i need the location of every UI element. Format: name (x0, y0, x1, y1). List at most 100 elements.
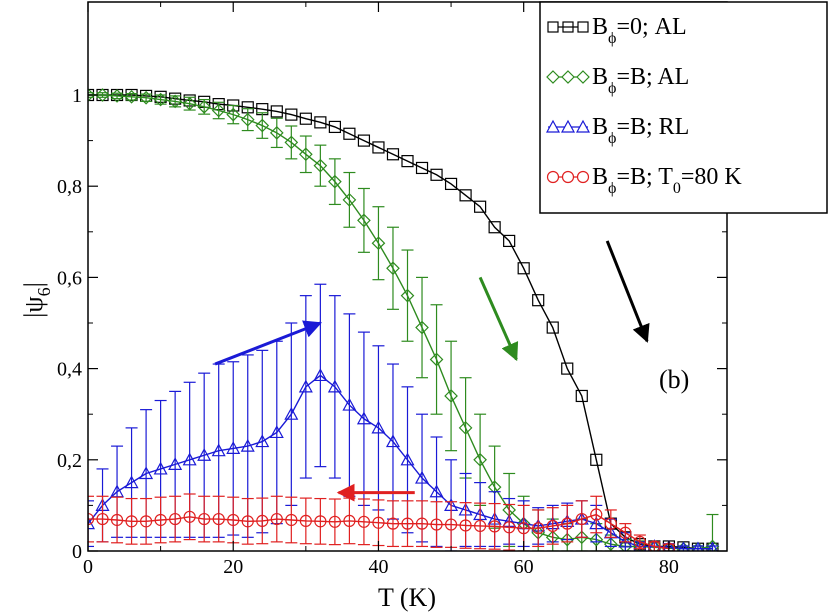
data-point-circle (227, 513, 240, 527)
data-point-circle (633, 535, 646, 548)
data-point-diamond (139, 90, 153, 105)
data-point-circle (212, 512, 225, 526)
data-point-circle (343, 514, 356, 528)
legend: Bϕ=0; AL Bϕ=B; AL Bϕ=B; RL Bϕ=B; T0=80 K (539, 1, 828, 214)
data-point-circle (444, 518, 458, 531)
data-point-square (532, 294, 545, 307)
series-line (88, 374, 713, 550)
legend-entry-2: Bϕ=B; RL (545, 114, 689, 147)
data-point-diamond (415, 320, 429, 335)
x-tick-label: 60 (514, 556, 534, 578)
data-point-triangle (153, 461, 168, 475)
legend-label-2: Bϕ=B; RL (592, 114, 689, 147)
data-point-diamond (473, 452, 487, 467)
data-point-circle (299, 514, 312, 528)
data-point-diamond (676, 541, 691, 551)
blue-arrow (214, 320, 323, 366)
series-3 (88, 493, 676, 551)
data-point-circle (503, 521, 516, 534)
data-point-square (314, 116, 327, 129)
data-point-square (590, 453, 603, 466)
data-point-circle (459, 519, 472, 532)
data-point-triangle (371, 420, 386, 434)
data-point-triangle (662, 540, 675, 551)
data-point-diamond (662, 541, 676, 551)
data-point-triangle (313, 368, 328, 382)
data-point-circle (328, 515, 341, 528)
data-point-triangle (327, 379, 342, 393)
data-point-diamond (444, 389, 458, 403)
data-point-diamond (705, 539, 720, 551)
data-point-triangle (385, 434, 400, 448)
legend-marker-diamond (561, 70, 575, 84)
data-point-diamond (328, 174, 342, 189)
data-point-triangle (182, 452, 197, 466)
data-point-triangle (356, 411, 371, 425)
data-point-diamond (124, 89, 139, 104)
data-point-diamond (357, 213, 371, 228)
data-point-diamond (153, 92, 168, 107)
series-line (88, 94, 713, 550)
y-tick-label: 0,6 (57, 267, 82, 289)
data-point-diamond (197, 100, 212, 114)
data-point-diamond (298, 147, 313, 162)
data-point-diamond (168, 94, 182, 109)
data-point-circle (241, 515, 254, 528)
plot-data (88, 88, 720, 551)
data-point-circle (270, 512, 283, 526)
y-axis-title: |ψ6| (19, 282, 54, 318)
data-point-triangle (269, 425, 284, 439)
data-point-circle (198, 512, 211, 526)
data-point-square (561, 362, 574, 375)
x-tick-label: 80 (659, 556, 679, 578)
data-point-square (343, 127, 356, 140)
axis-ticks: 0 20 40 60 80 0 0,2 0,4 0,6 0,8 1 (57, 2, 727, 578)
data-point-triangle (400, 452, 415, 466)
data-point-square (270, 105, 283, 118)
legend-label-0: Bϕ=0; AL (592, 14, 687, 47)
data-point-square (415, 161, 429, 175)
data-point-circle (430, 518, 443, 531)
data-point-circle (139, 515, 153, 528)
data-point-square (488, 221, 501, 234)
data-point-diamond (633, 539, 647, 551)
data-point-circle (125, 515, 138, 528)
data-point-triangle (139, 466, 154, 480)
data-point-circle (561, 517, 574, 530)
data-point-triangle (284, 406, 299, 420)
x-tick-label: 20 (223, 556, 243, 578)
data-point-triangle (168, 457, 183, 470)
data-point-circle (546, 519, 559, 533)
data-point-triangle (342, 397, 357, 411)
data-point-circle (314, 515, 327, 528)
data-point-circle (415, 517, 429, 530)
data-point-circle (88, 512, 95, 526)
data-point-triangle (211, 443, 226, 457)
data-point-diamond (211, 103, 226, 118)
legend-label-1: Bϕ=B; AL (592, 64, 689, 97)
data-point-square (430, 168, 443, 181)
data-point-triangle (429, 484, 444, 498)
y-tick-label: 0,8 (57, 176, 82, 198)
data-point-diamond (95, 88, 110, 102)
legend-marker-circle (561, 170, 575, 184)
data-point-square (503, 234, 516, 248)
data-point-square (328, 120, 341, 134)
x-tick-label: 40 (368, 556, 388, 578)
data-point-circle (575, 512, 588, 526)
data-point-diamond (313, 158, 328, 173)
data-point-circle (604, 517, 617, 530)
data-point-square (517, 262, 530, 275)
data-point-square (386, 148, 400, 161)
y-tick-label: 0,4 (57, 359, 82, 381)
data-point-diamond (560, 532, 575, 547)
data-point-diamond (458, 421, 473, 435)
data-point-circle (285, 513, 298, 527)
data-point-triangle (124, 475, 139, 489)
data-point-diamond (255, 118, 270, 133)
legend-entry-0: Bϕ=0; AL (547, 14, 687, 47)
data-point-circle (532, 522, 545, 535)
data-point-circle (372, 516, 385, 529)
legend-marker-triangle (560, 119, 576, 133)
